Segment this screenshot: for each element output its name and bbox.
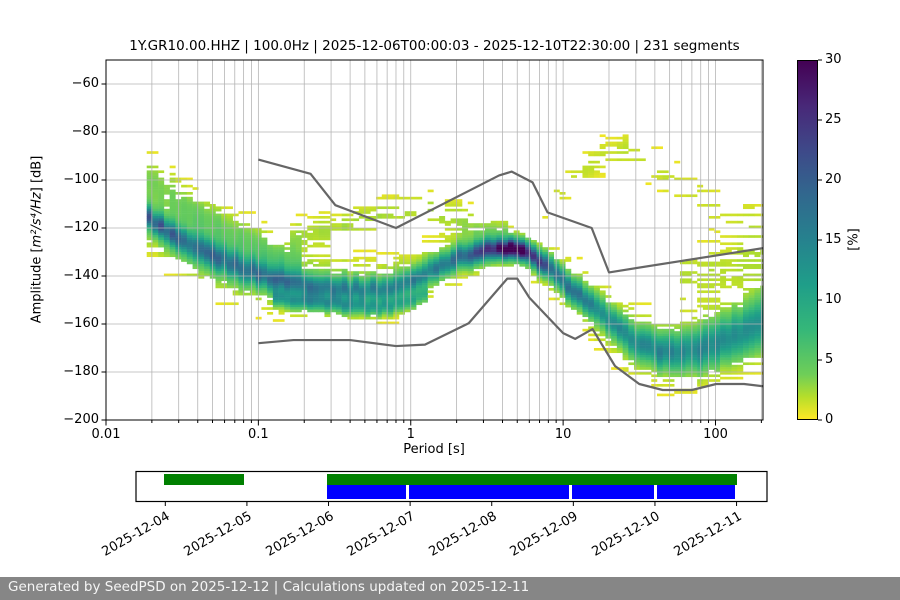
availability-data-segment bbox=[326, 484, 406, 499]
y-tick-label: −140 bbox=[63, 268, 99, 283]
colorbar-tick-label: 15 bbox=[825, 232, 842, 247]
availability-psd-segment bbox=[163, 473, 244, 485]
x-tick-label: 0.1 bbox=[248, 427, 269, 442]
plot-title: 1Y.GR10.00.HHZ | 100.0Hz | 2025-12-06T00… bbox=[129, 38, 740, 54]
colorbar-tick-label: 5 bbox=[825, 352, 834, 367]
y-tick-label: −160 bbox=[63, 316, 99, 331]
x-tick-label: 10 bbox=[554, 427, 572, 442]
x-tick-label: 1 bbox=[406, 427, 415, 442]
footer-bar: Generated by SeedPSD on 2025-12-12 | Cal… bbox=[0, 577, 900, 600]
y-tick-label: −120 bbox=[63, 220, 99, 235]
y-tick-label: −60 bbox=[71, 76, 99, 91]
y-tick-label: −180 bbox=[63, 364, 99, 379]
colorbar-tick-label: 20 bbox=[825, 172, 842, 187]
date-tick-label: 2025-12-05 bbox=[181, 508, 255, 560]
date-tick-label: 2025-12-09 bbox=[507, 508, 581, 560]
availability-data-segment bbox=[656, 484, 735, 499]
x-tick-label: 100 bbox=[703, 427, 728, 442]
x-axis-label: Period [s] bbox=[403, 442, 465, 457]
ppsd-heatmap bbox=[106, 60, 763, 420]
colorbar-tick-label: 30 bbox=[825, 52, 842, 67]
footer-text: Generated by SeedPSD on 2025-12-12 | Cal… bbox=[8, 579, 530, 595]
availability-data-segment bbox=[572, 484, 654, 499]
y-tick-label: −80 bbox=[71, 124, 99, 139]
date-tick-label: 2025-12-07 bbox=[344, 508, 418, 560]
date-tick-label: 2025-12-08 bbox=[426, 508, 500, 560]
availability-psd-segment bbox=[326, 473, 737, 485]
colorbar-tick-label: 25 bbox=[825, 112, 842, 127]
y-axis-label: Amplitude [m²/s⁴/Hz] [dB] bbox=[29, 155, 45, 324]
x-tick-label: 0.01 bbox=[91, 427, 121, 442]
availability-data-segment bbox=[408, 484, 569, 499]
date-tick-label: 2025-12-11 bbox=[671, 508, 745, 560]
y-axis-label-units: m²/s⁴/Hz bbox=[29, 192, 45, 248]
date-tick-label: 2025-12-10 bbox=[589, 508, 663, 560]
date-tick-label: 2025-12-06 bbox=[263, 508, 336, 560]
colorbar bbox=[797, 60, 818, 420]
colorbar-tick-label: 0 bbox=[825, 412, 834, 427]
date-tick-label: 2025-12-04 bbox=[99, 508, 173, 560]
y-tick-label: −200 bbox=[63, 412, 99, 427]
colorbar-tick-label: 10 bbox=[825, 292, 842, 307]
y-tick-label: −100 bbox=[63, 172, 99, 187]
